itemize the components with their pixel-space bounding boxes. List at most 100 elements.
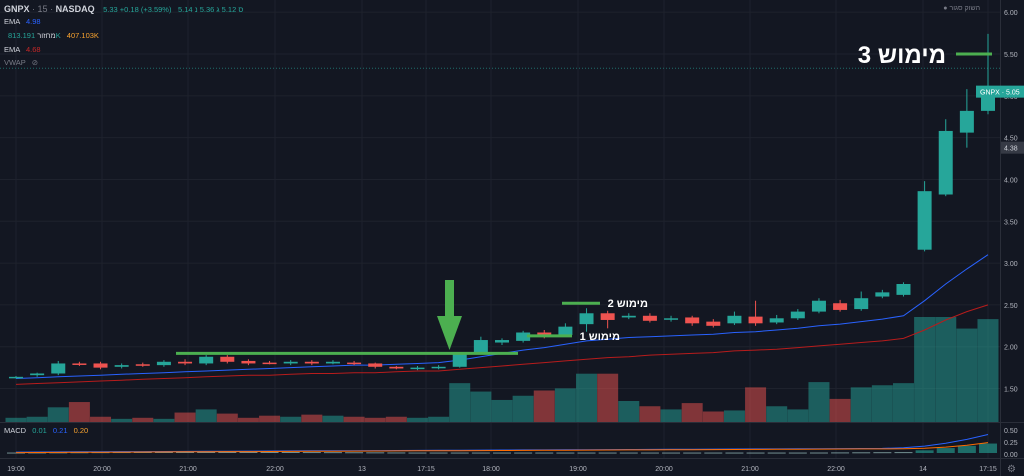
candle-body[interactable] [811, 300, 826, 312]
candle-body[interactable] [917, 191, 932, 250]
time-tick-label: 21:00 [741, 466, 759, 473]
candle-body[interactable] [262, 362, 277, 365]
macd-histogram-bar [662, 452, 681, 454]
candle-body[interactable] [51, 363, 66, 374]
volume-bar [174, 412, 196, 422]
candle-body[interactable] [72, 363, 87, 365]
candle-body[interactable] [706, 321, 721, 326]
macd-histogram-bar [640, 452, 659, 454]
candle-body[interactable] [642, 315, 657, 321]
macd-histogram-bar [514, 452, 533, 454]
volume-bar [554, 388, 576, 422]
ohlc-values: ס 5.12 ג 5.36 נ 5.14 [178, 5, 244, 14]
candle-body[interactable] [368, 363, 383, 367]
candle-body[interactable] [114, 365, 129, 367]
candle-body[interactable] [621, 315, 636, 318]
candle-body[interactable] [833, 303, 848, 310]
volume-bar [364, 417, 386, 422]
ema1-legend[interactable]: EMA 4.98 [4, 17, 41, 26]
candle-body[interactable] [875, 292, 890, 297]
candle-body[interactable] [600, 313, 615, 320]
ema-slow-line [15, 304, 989, 385]
candle-body[interactable] [452, 354, 467, 367]
candle-body[interactable] [495, 340, 509, 343]
candle-body[interactable] [135, 364, 150, 366]
current-price-badge-text: GNPX · 5.05 [980, 90, 1020, 97]
candle-body[interactable] [241, 360, 256, 364]
candle-body[interactable] [220, 356, 235, 362]
candle-body[interactable] [748, 316, 763, 324]
settings-icon[interactable]: ⚙ [1007, 464, 1016, 475]
current-price-badge [976, 85, 1024, 98]
volume-bar [470, 391, 492, 422]
price-tick-label: 2.00 [1004, 345, 1018, 352]
candle-body[interactable] [93, 363, 108, 368]
price-tick-label: 4.50 [1004, 136, 1018, 143]
volume-bar [259, 415, 281, 422]
time-tick-label: 17:15 [979, 466, 997, 473]
macd-histogram-bar [176, 451, 195, 453]
candle-body[interactable] [199, 356, 214, 364]
candle-body[interactable] [790, 311, 805, 319]
candle-body[interactable] [664, 318, 679, 320]
volume-bar [153, 418, 175, 422]
price-change: 5.33 +0.18 (+3.59%) [103, 5, 172, 14]
macd-histogram-bar [577, 452, 596, 454]
candle-body[interactable] [896, 284, 911, 295]
candle-body[interactable] [473, 340, 488, 353]
candle-body[interactable] [959, 110, 974, 133]
macd-histogram-bar [535, 452, 554, 454]
volume-value-1: 813.191K [8, 31, 61, 40]
candle-body[interactable] [156, 361, 171, 366]
volume-bar [280, 416, 302, 422]
candle-body[interactable] [579, 313, 594, 325]
candle-body[interactable] [431, 366, 446, 369]
volume-value-2: 407.103K [66, 31, 99, 40]
candle-body[interactable] [9, 376, 23, 379]
price-tick-label: 3.50 [1004, 219, 1018, 226]
ema1-label: EMA [4, 17, 20, 26]
symbol-label[interactable]: GNPX [4, 4, 30, 14]
volume-bar [766, 406, 788, 422]
candle-body[interactable] [304, 361, 319, 364]
market-status: ● השוק סגור [943, 5, 980, 12]
candle-body[interactable] [283, 361, 298, 364]
interval-label[interactable]: 15 [37, 4, 48, 14]
macd-histogram-bar [302, 452, 321, 454]
macd-histogram-bar [154, 451, 173, 453]
ema1-value: 4.98 [25, 17, 41, 26]
candle-body[interactable] [516, 332, 531, 341]
candle-body[interactable] [854, 298, 869, 310]
time-tick-label: 22:00 [827, 466, 845, 473]
candle-body[interactable] [30, 373, 45, 376]
candle-body[interactable] [558, 326, 573, 336]
candle-body[interactable] [325, 361, 340, 364]
exchange-label: NASDAQ [55, 4, 95, 14]
volume-bar [681, 403, 703, 422]
macd-histogram-bar [936, 448, 955, 453]
macd-tick-label: 0.25 [1004, 440, 1018, 447]
time-tick-label: 18:00 [482, 466, 500, 473]
macd-histogram-bar [809, 452, 828, 454]
candle-body[interactable] [685, 317, 700, 324]
candle-body[interactable] [389, 366, 404, 369]
macd-value-1: 0.01 [32, 426, 47, 435]
candle-body[interactable] [769, 318, 784, 323]
macd-histogram-bar [450, 452, 469, 454]
candle-body[interactable] [410, 367, 425, 370]
vwap-legend[interactable]: VWAP ⊘ [4, 58, 38, 67]
volume-bar [343, 416, 365, 422]
macd-legend[interactable]: MACD 0.01 0.21 0.20 [4, 426, 88, 435]
ema2-legend[interactable]: EMA 4.68 [4, 45, 41, 54]
candle-body[interactable] [727, 315, 742, 324]
volume-bar [237, 417, 259, 422]
eye-hidden-icon[interactable]: ⊘ [31, 58, 39, 67]
macd-histogram-bar [197, 451, 216, 453]
candle-body[interactable] [347, 362, 362, 365]
volume-bar [195, 409, 217, 422]
candle-body[interactable] [938, 130, 953, 195]
volume-bar [618, 401, 640, 422]
candle-body[interactable] [178, 361, 193, 364]
volume-legend[interactable]: מחזור 813.191K 407.103K [4, 31, 99, 40]
